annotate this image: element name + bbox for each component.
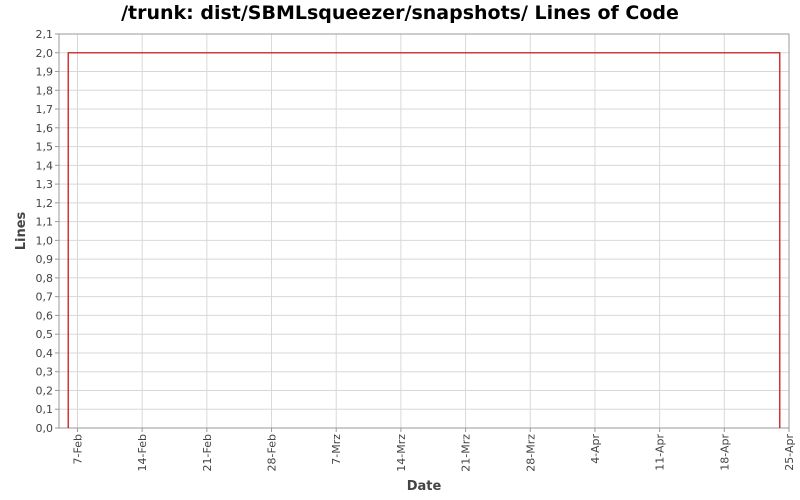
x-tick-label: 21-Feb — [201, 434, 214, 471]
y-tick-label: 1,0 — [36, 234, 54, 247]
series-line — [67, 52, 781, 428]
y-tick-label: 1,9 — [36, 66, 54, 79]
y-axis-label: Lines — [14, 211, 29, 250]
x-axis-label: Date — [407, 479, 442, 494]
y-tick-label: 1,6 — [36, 122, 54, 135]
y-tick-label: 0,1 — [36, 403, 54, 416]
y-tick-label: 1,5 — [36, 141, 54, 154]
y-tick-label: 0,6 — [36, 309, 54, 322]
x-tick-label: 28-Feb — [266, 434, 279, 471]
y-tick-label: 0,2 — [36, 384, 54, 397]
x-tick-label: 4-Apr — [589, 434, 602, 464]
x-tick-label: 14-Feb — [136, 434, 149, 471]
y-tick-label: 0,5 — [36, 328, 54, 341]
y-tick-label: 0,0 — [36, 422, 54, 435]
x-tick-label: 18-Apr — [718, 434, 731, 471]
x-tick-label: 14-Mrz — [395, 434, 408, 472]
y-tick-label: 0,8 — [36, 272, 54, 285]
chart-title: /trunk: dist/SBMLsqueezer/snapshots/ Lin… — [121, 2, 679, 24]
y-tick-label: 1,4 — [36, 159, 54, 172]
y-tick-label: 0,7 — [36, 291, 54, 304]
x-tick-label: 25-Apr — [783, 434, 796, 471]
y-tick-label: 0,9 — [36, 253, 54, 266]
y-tick-label: 1,7 — [36, 103, 54, 116]
y-tick-label: 1,1 — [36, 216, 54, 229]
y-tick-label: 1,2 — [36, 197, 54, 210]
x-tick-label: 7-Feb — [71, 434, 84, 464]
plot-area — [58, 33, 790, 429]
grid — [59, 33, 790, 429]
x-tick-label: 7-Mrz — [330, 434, 343, 465]
x-tick-label: 11-Apr — [654, 434, 667, 471]
x-axis: 7-Feb 14-Feb 21-Feb 28-Feb 7-Mrz 14-Mrz 21-Mrz… — [71, 428, 796, 472]
series-layer — [67, 52, 781, 428]
y-tick-label: 0,4 — [36, 347, 54, 360]
x-tick-label: 28-Mrz — [524, 434, 537, 472]
y-tick-label: 2,1 — [36, 28, 54, 41]
y-axis: 0,0 0,1 0,2 0,3 0,4 0,5 0,6 0,7 0,8 0,9 1,0 1,1 1,2 1… — [36, 28, 59, 435]
y-tick-label: 1,8 — [36, 84, 54, 97]
y-tick-label: 0,3 — [36, 366, 54, 379]
y-tick-label: 1,3 — [36, 178, 54, 191]
y-tick-label: 2,0 — [36, 47, 54, 60]
x-tick-label: 21-Mrz — [460, 434, 473, 472]
